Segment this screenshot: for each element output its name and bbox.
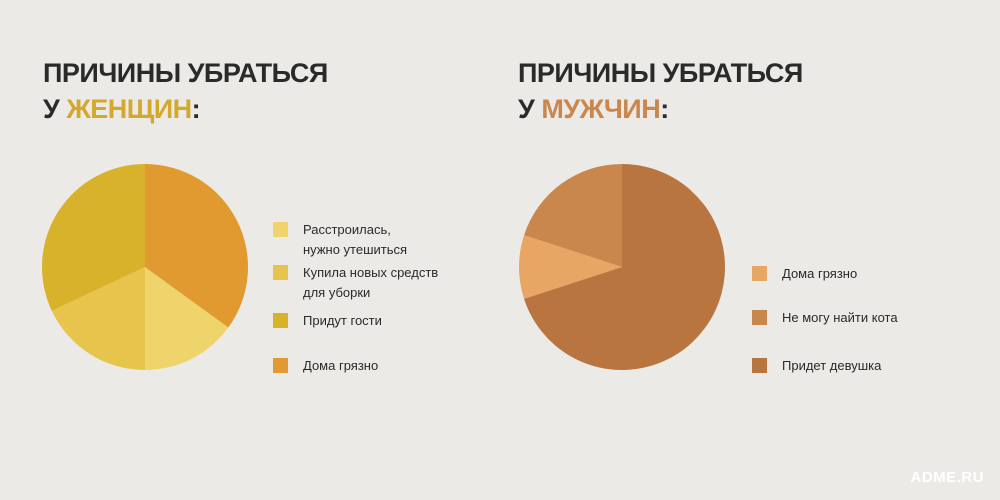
title-line2: У МУЖЧИН: [518,91,803,127]
legend-swatch [273,358,288,373]
legend-swatch [273,265,288,280]
pie-slice [524,164,622,267]
title-line2: У ЖЕНЩИН: [43,91,328,127]
legend-label: Расстроилась, нужно утешиться [303,222,408,257]
pie-slice [145,267,229,370]
men-pie-chart [518,164,725,370]
legend-label: Купила новых средств для уборки [303,265,439,300]
pie-slice [145,164,248,328]
women-chart-title: ПРИЧИНЫ УБРАТЬСЯ У ЖЕНЩИН: [43,55,328,127]
title-accent: ЖЕНЩИН [66,94,192,124]
legend-swatch [273,222,288,237]
legend-swatch [752,310,767,325]
pie-slice [518,235,622,299]
legend-swatch [273,313,288,328]
title-prefix: У [43,94,67,124]
women-chart-panel: ПРИЧИНЫ УБРАТЬСЯ У ЖЕНЩИН: Расстроилась,… [41,55,439,373]
site-watermark: ADME.RU [910,469,984,486]
legend-label: Дома грязно [303,358,379,373]
title-prefix: У [518,94,542,124]
title-suffix: : [660,94,669,124]
legend-label: Придут гости [303,313,382,328]
pie-slice [41,164,145,311]
pie-slice [51,267,145,370]
pie-slice [524,164,725,370]
title-line1: ПРИЧИНЫ УБРАТЬСЯ [43,58,328,88]
legend-swatch [752,358,767,373]
title-accent: МУЖЧИН [541,94,661,124]
title-line1: ПРИЧИНЫ УБРАТЬСЯ [518,58,803,88]
legend-swatch [752,266,767,281]
men-chart-panel: ПРИЧИНЫ УБРАТЬСЯ У МУЖЧИН: Дома грязно Не… [500,0,1000,500]
legend-label: Дома грязно [782,266,858,281]
legend-label: Придет девушка [782,358,882,373]
legend-label: Не могу найти кота [782,310,898,325]
women-pie-chart [41,164,248,370]
title-suffix: : [191,94,201,124]
men-chart-title: ПРИЧИНЫ УБРАТЬСЯ У МУЖЧИН: [518,55,803,127]
